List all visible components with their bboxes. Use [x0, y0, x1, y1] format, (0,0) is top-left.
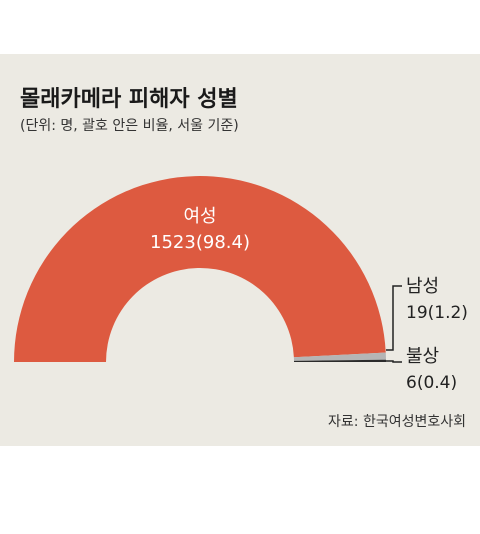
slice-unknown	[293, 359, 387, 362]
chart-title: 몰래카메라 피해자 성별	[20, 87, 238, 112]
leader-line-unknown	[386, 360, 402, 363]
arc-layer	[14, 176, 387, 362]
slice-male	[293, 352, 386, 361]
slice-female	[14, 176, 386, 362]
chart-subtitle: (단위: 명, 괄호 안은 비율, 서울 기준)	[20, 118, 239, 134]
slice-value-male: 19(1.2)	[406, 303, 468, 323]
chart-source: 자료: 한국여성변호사회	[328, 414, 466, 430]
leader-line-male	[386, 285, 402, 351]
slice-label-unknown: 불상	[406, 346, 439, 367]
slice-value-unknown: 6(0.4)	[406, 373, 457, 393]
slice-label-male: 남성	[406, 276, 439, 297]
slice-label-female: 여성	[183, 206, 216, 227]
slice-value-female: 1523(98.4)	[150, 232, 250, 253]
